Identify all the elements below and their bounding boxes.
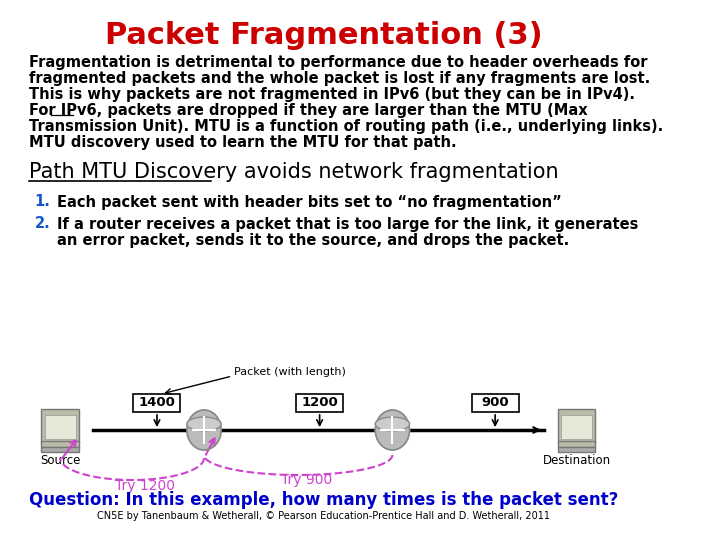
FancyBboxPatch shape [296, 394, 343, 412]
FancyBboxPatch shape [41, 441, 79, 447]
FancyBboxPatch shape [133, 394, 181, 412]
Text: Destination: Destination [542, 454, 611, 467]
Text: Path MTU Discovery avoids network fragmentation: Path MTU Discovery avoids network fragme… [29, 162, 558, 182]
FancyBboxPatch shape [557, 441, 595, 447]
Text: 1200: 1200 [301, 396, 338, 409]
FancyBboxPatch shape [45, 415, 76, 439]
Text: 1.: 1. [35, 194, 50, 210]
Text: CN5E by Tanenbaum & Wetherall, © Pearson Education-Prentice Hall and D. Wetheral: CN5E by Tanenbaum & Wetherall, © Pearson… [97, 511, 550, 521]
FancyBboxPatch shape [41, 447, 79, 452]
Ellipse shape [375, 417, 410, 431]
Text: an error packet, sends it to the source, and drops the packet.: an error packet, sends it to the source,… [57, 233, 569, 247]
Text: Try 900: Try 900 [281, 473, 333, 487]
Text: Try 1200: Try 1200 [115, 479, 175, 493]
Text: Packet Fragmentation (3): Packet Fragmentation (3) [105, 21, 543, 50]
Text: For IPv6, packets are dropped if they are larger than the MTU (Max: For IPv6, packets are dropped if they ar… [29, 103, 587, 118]
FancyBboxPatch shape [557, 447, 595, 452]
Text: MTU discovery used to learn the MTU for that path.: MTU discovery used to learn the MTU for … [29, 134, 456, 150]
FancyBboxPatch shape [561, 415, 592, 439]
Text: Question: In this example, how many times is the packet sent?: Question: In this example, how many time… [30, 491, 618, 509]
Text: Packet (with length): Packet (with length) [234, 367, 346, 377]
Text: 900: 900 [482, 396, 509, 409]
Text: 2.: 2. [35, 217, 50, 232]
Circle shape [187, 410, 221, 450]
Text: fragmented packets and the whole packet is lost if any fragments are lost.: fragmented packets and the whole packet … [29, 71, 649, 85]
Text: Each packet sent with header bits set to “no fragmentation”: Each packet sent with header bits set to… [57, 194, 562, 210]
FancyBboxPatch shape [41, 409, 79, 443]
Text: This is why packets are not fragmented in IPv6 (but they can be in IPv4).: This is why packets are not fragmented i… [29, 86, 634, 102]
Text: 1400: 1400 [138, 396, 176, 409]
FancyBboxPatch shape [472, 394, 518, 412]
Text: Fragmentation is detrimental to performance due to header overheads for: Fragmentation is detrimental to performa… [29, 55, 647, 70]
Text: Source: Source [40, 454, 81, 467]
Ellipse shape [187, 417, 221, 431]
Text: If a router receives a packet that is too large for the link, it generates: If a router receives a packet that is to… [57, 217, 638, 232]
Text: Transmission Unit). MTU is a function of routing path (i.e., underlying links).: Transmission Unit). MTU is a function of… [29, 118, 663, 133]
FancyBboxPatch shape [557, 409, 595, 443]
Circle shape [375, 410, 410, 450]
